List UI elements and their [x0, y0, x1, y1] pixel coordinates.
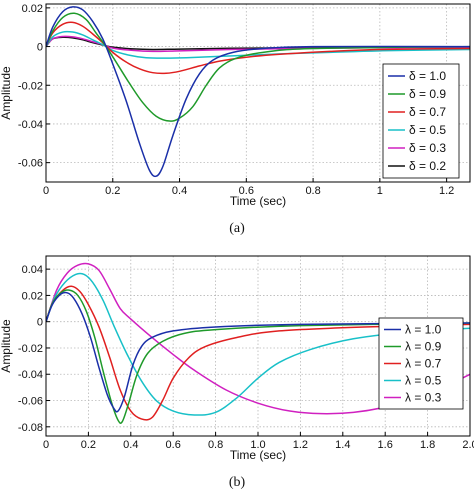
x-tick-label: 0.4	[123, 439, 138, 451]
series-line	[46, 21, 470, 75]
y-tick-label: 0.02	[22, 290, 43, 302]
series-line	[46, 291, 470, 413]
x-tick-label: 1.4	[335, 439, 350, 451]
x-tick-label: 0.6	[239, 185, 254, 197]
x-tick-label: 1.2	[293, 439, 308, 451]
legend-label: λ = 0.9	[405, 340, 442, 354]
series-line	[46, 6, 470, 178]
y-tick-label: 0.02	[22, 3, 43, 15]
legend-box	[382, 63, 460, 179]
y-tick-label: 0	[37, 317, 43, 329]
legend-label: λ = 0.7	[405, 357, 442, 371]
series-line	[46, 12, 470, 122]
y-tick-label: -0.04	[18, 369, 43, 381]
legend-label: λ = 0.5	[405, 374, 442, 388]
legend-label: δ = 0.7	[409, 105, 446, 119]
legend-label: δ = 0.5	[409, 123, 446, 137]
x-tick-label: 1.0	[250, 439, 265, 451]
y-tick-label: -0.08	[18, 422, 43, 434]
y-tick-label: 0	[37, 42, 43, 54]
panel-a-chart: 0 0.2 0.4 0.6 0.8 1 1.2 0.02 0 -0.02 -0.04 -0.06 Tim…	[0, 3, 471, 236]
x-tick-label: 0.4	[172, 185, 187, 197]
x-axis-label: Time (sec)	[230, 448, 286, 462]
y-axis-label: Amplitude	[0, 66, 13, 120]
series-group	[46, 262, 470, 424]
legend-label: δ = 0.2	[409, 159, 446, 173]
series-line	[46, 289, 470, 424]
legend-label: λ = 0.3	[405, 391, 442, 405]
y-axis-label: Amplitude	[0, 319, 13, 373]
series-line	[46, 285, 470, 421]
series-group	[46, 6, 470, 178]
x-axis-label: Time (sec)	[230, 194, 286, 208]
x-tick-label: 1.6	[378, 439, 393, 451]
x-tick-label: 0.8	[208, 439, 223, 451]
series-line	[46, 262, 470, 415]
x-tick-label: 1.8	[420, 439, 435, 451]
x-tick-label: 1	[377, 185, 383, 197]
x-tick-label: 0	[43, 185, 49, 197]
legend-label: δ = 0.9	[409, 87, 446, 101]
x-tick-label: 0.8	[305, 185, 320, 197]
series-line	[46, 36, 470, 51]
panel-b-chart: 0 0.2 0.4 0.6 0.8 1.0 1.2 1.4 1.6 1.8 2.0 0.04 0.02 0…	[0, 255, 474, 490]
series-line	[46, 272, 470, 416]
panel-caption: (b)	[229, 475, 246, 490]
panel-caption: (a)	[229, 221, 245, 236]
x-tick-label: 1.2	[439, 185, 454, 197]
legend-label: δ = 1.0	[409, 69, 446, 83]
legend-label: λ = 1.0	[405, 323, 442, 337]
y-tick-label: -0.06	[18, 396, 43, 408]
y-tick-label: -0.04	[18, 119, 43, 131]
y-tick-label: 0.04	[22, 264, 43, 276]
y-tick-label: -0.02	[18, 80, 43, 92]
legend-label: δ = 0.3	[409, 141, 446, 155]
x-tick-label: 0.6	[166, 439, 181, 451]
x-tick-label: 0.2	[81, 439, 96, 451]
y-tick-label: -0.06	[18, 158, 43, 170]
y-tick-label: -0.02	[18, 343, 43, 355]
x-tick-label: 0	[43, 439, 49, 451]
x-tick-label: 0.2	[105, 185, 120, 197]
x-tick-label: 2.0	[462, 439, 474, 451]
axes-frame	[45, 3, 471, 183]
